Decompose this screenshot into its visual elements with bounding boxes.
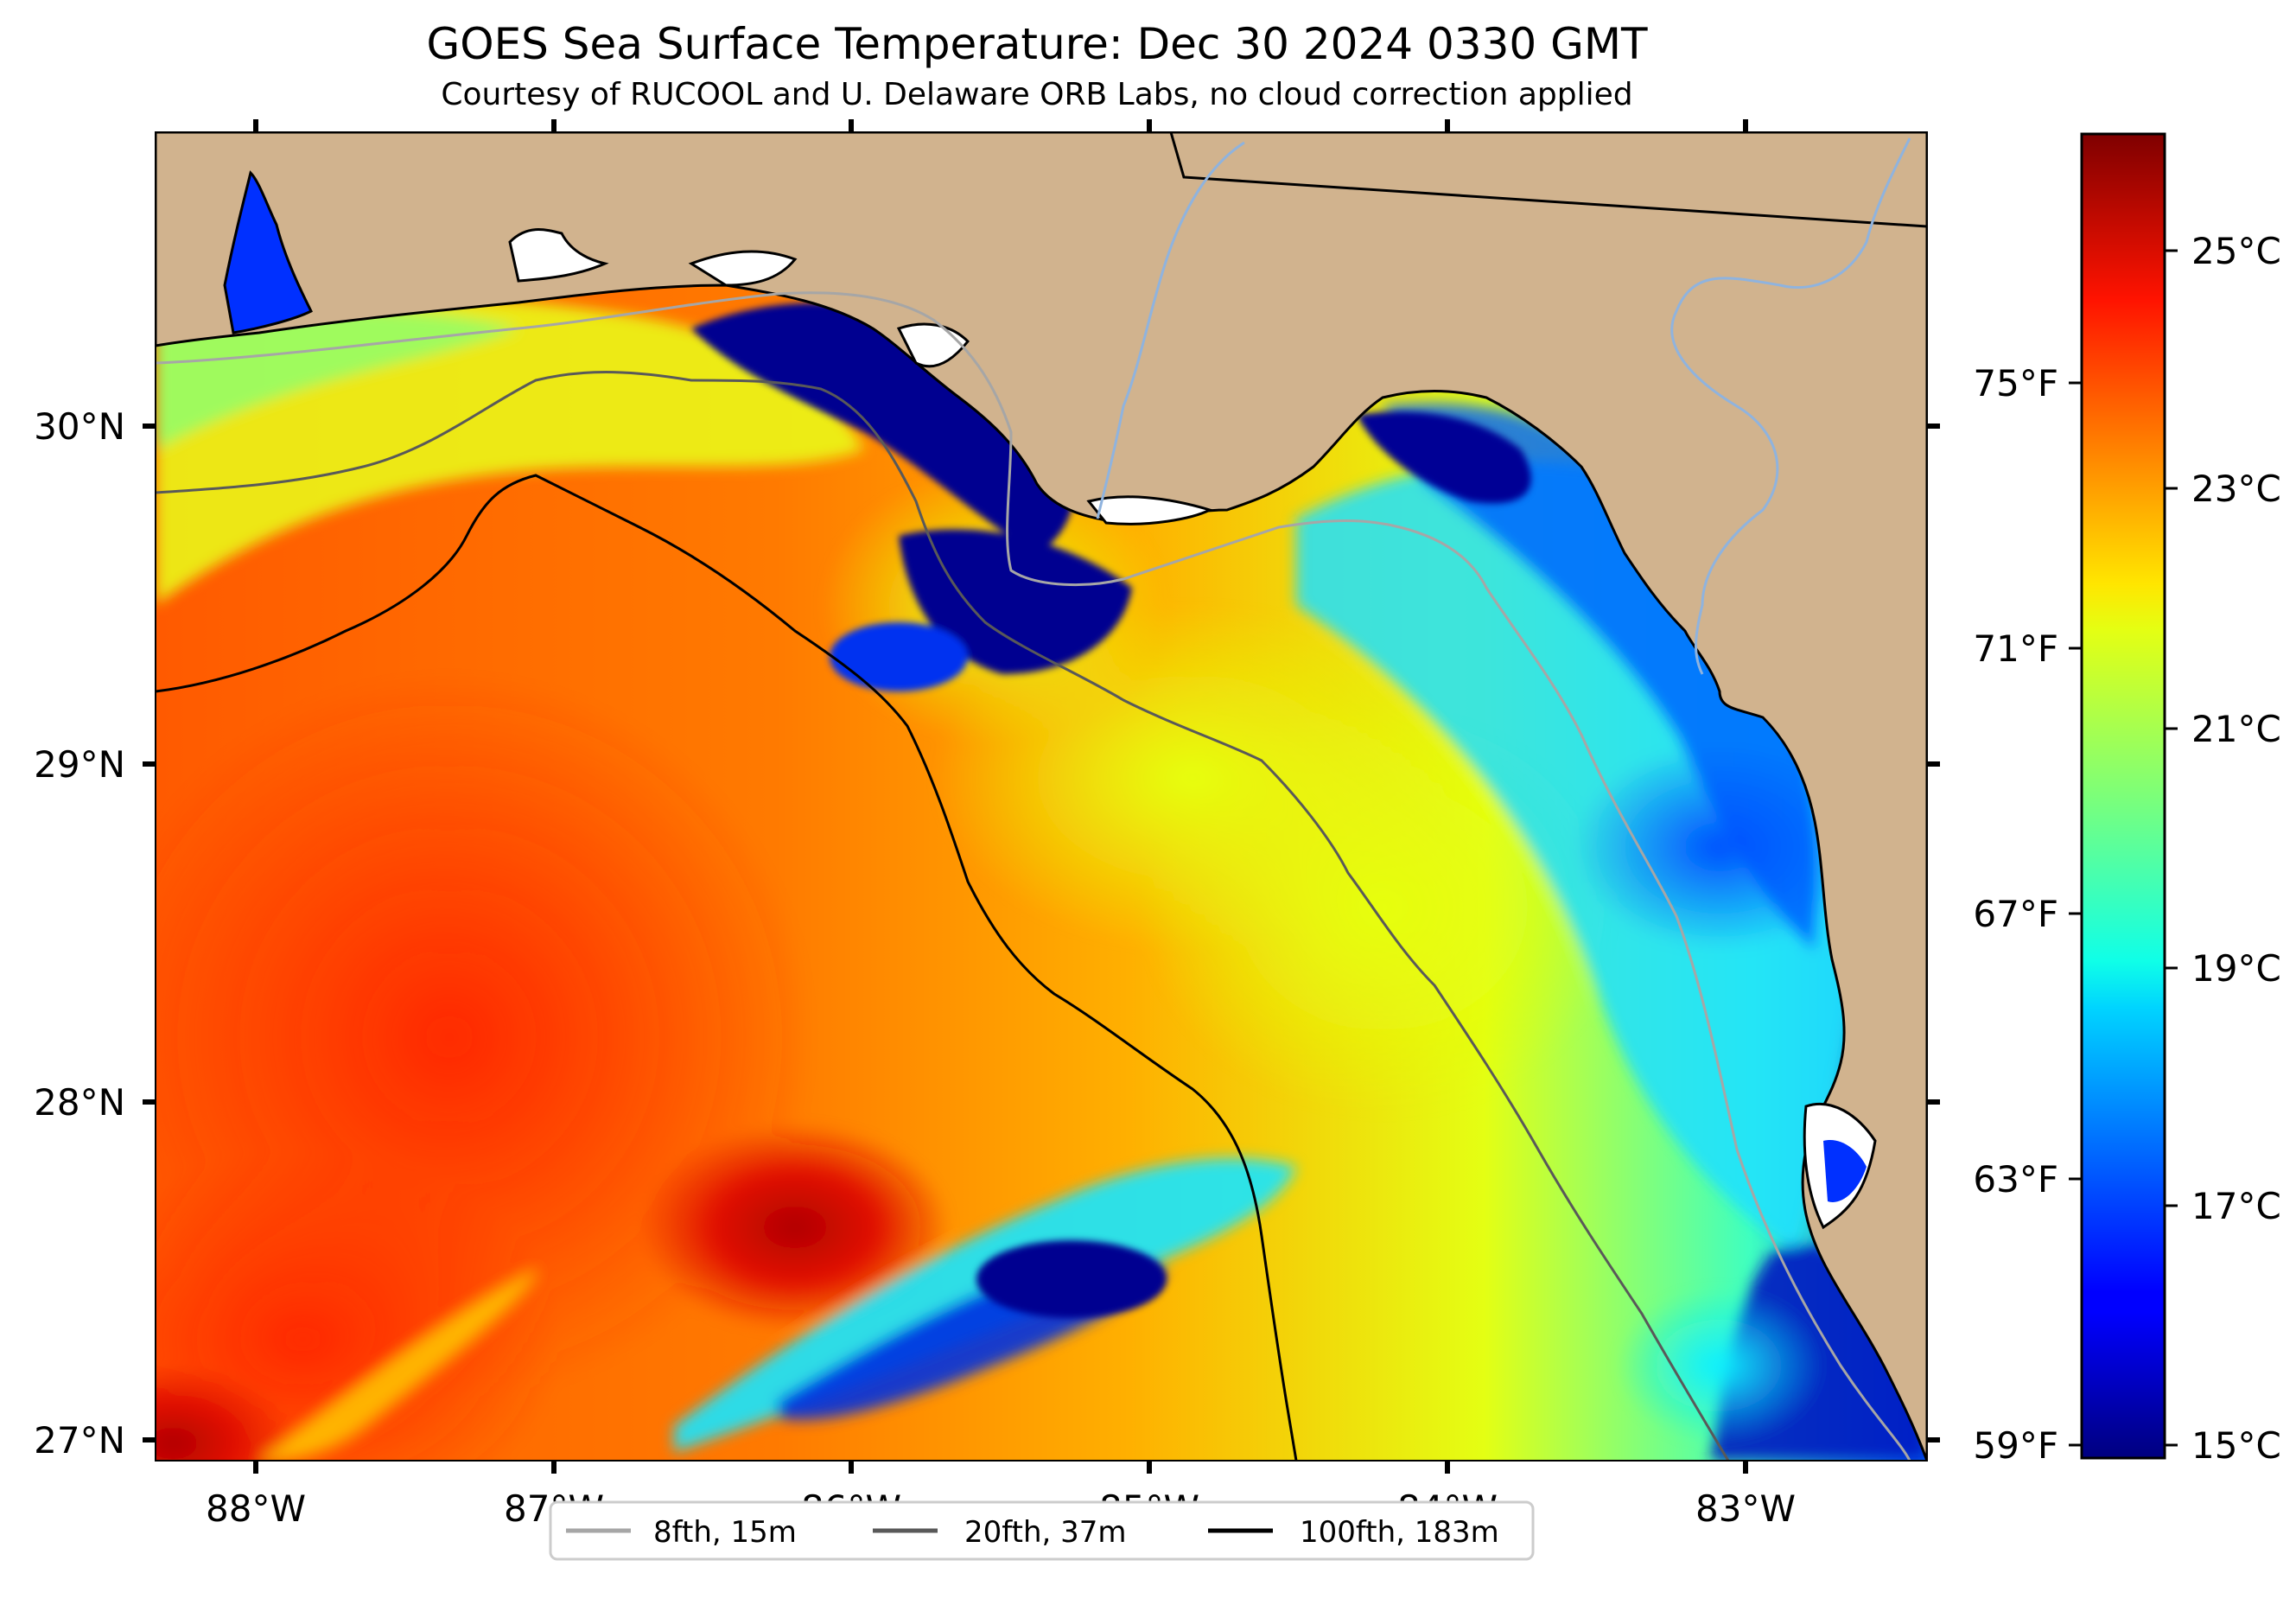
lon-label-83w: 83°W — [1695, 1487, 1796, 1530]
bay-apalachicola — [1086, 495, 1214, 525]
colorbar-celsius-23: 23°C — [2191, 468, 2281, 510]
colorbar-fahrenheit-75: 75°F — [1973, 362, 2058, 404]
sst-hot-core — [639, 1124, 951, 1331]
colorbar-fahrenheit-67: 67°F — [1973, 893, 2058, 935]
lat-ticks — [143, 424, 1940, 1442]
sst-cold-shoal — [830, 622, 968, 691]
sst-green-west — [156, 309, 518, 449]
legend-label-20fth: 20fth, 37m — [964, 1515, 1127, 1550]
isobath-8fth — [156, 291, 1911, 1461]
mobile-bay — [223, 170, 314, 334]
sst-streak-1 — [259, 1271, 536, 1461]
lat-label-28n: 28°N — [34, 1081, 125, 1124]
colorbar-celsius-19: 19°C — [2191, 947, 2281, 990]
colorbar-fahrenheit-59: 59°F — [1973, 1424, 2058, 1467]
isobath-legend: 8fth, 15m 20fth, 37m 100fth, 183m — [549, 1500, 1535, 1561]
isobath-100fth — [156, 474, 1298, 1461]
map-title: GOES Sea Surface Temperature: Dec 30 202… — [426, 19, 1648, 69]
sst-cyan-southeast — [1616, 1288, 1823, 1443]
colorbar-celsius-25: 25°C — [2191, 230, 2281, 272]
map-subtitle: Courtesy of RUCOOL and U. Delaware ORB L… — [441, 77, 1632, 112]
river-2 — [1670, 137, 1911, 675]
legend-label-8fth: 8fth, 15m — [653, 1515, 797, 1550]
sst-hot-corner — [156, 1366, 294, 1461]
legend-label-100fth: 100fth, 183m — [1300, 1515, 1499, 1550]
map-frame — [155, 131, 1928, 1462]
map-area — [156, 132, 1927, 1461]
bay-tampa-water — [1823, 1140, 1867, 1202]
bay-choctawhatchee — [688, 250, 798, 287]
sst-cold-bay — [691, 303, 1076, 553]
colorbar-celsius-17: 17°C — [2191, 1185, 2281, 1227]
isobath-20fth — [156, 371, 1730, 1461]
colorbar-celsius-15: 15°C — [2191, 1424, 2281, 1467]
colorbar-celsius-21: 21°C — [2191, 708, 2281, 750]
lon-label-88w: 88°W — [206, 1487, 306, 1530]
colorbar-gradient — [2080, 132, 2166, 1460]
sst-blue-east-mid — [1573, 743, 1867, 951]
colorbar-fahrenheit-63: 63°F — [1973, 1158, 2058, 1200]
river-1 — [1096, 141, 1245, 519]
bay-pensacola — [508, 228, 609, 283]
land-north — [156, 132, 1927, 1461]
lat-label-30n: 30°N — [34, 405, 125, 448]
lat-label-27n: 27°N — [34, 1419, 125, 1462]
sst-warm-southwest — [156, 1150, 562, 1461]
sst-cold-bigbend — [1357, 411, 1531, 504]
lon-ticks — [253, 119, 1748, 1474]
colorbar: 25°C 23°C 21°C 19°C 17°C 15°C 75°F 71°F … — [1973, 132, 2281, 1467]
state-boundary — [1169, 132, 1927, 228]
colorbar-fahrenheit-71: 71°F — [1973, 627, 2058, 670]
sst-cold-eddy — [976, 1240, 1167, 1318]
sst-cold-apalachicola — [899, 529, 1132, 674]
lat-label-29n: 29°N — [34, 743, 125, 786]
